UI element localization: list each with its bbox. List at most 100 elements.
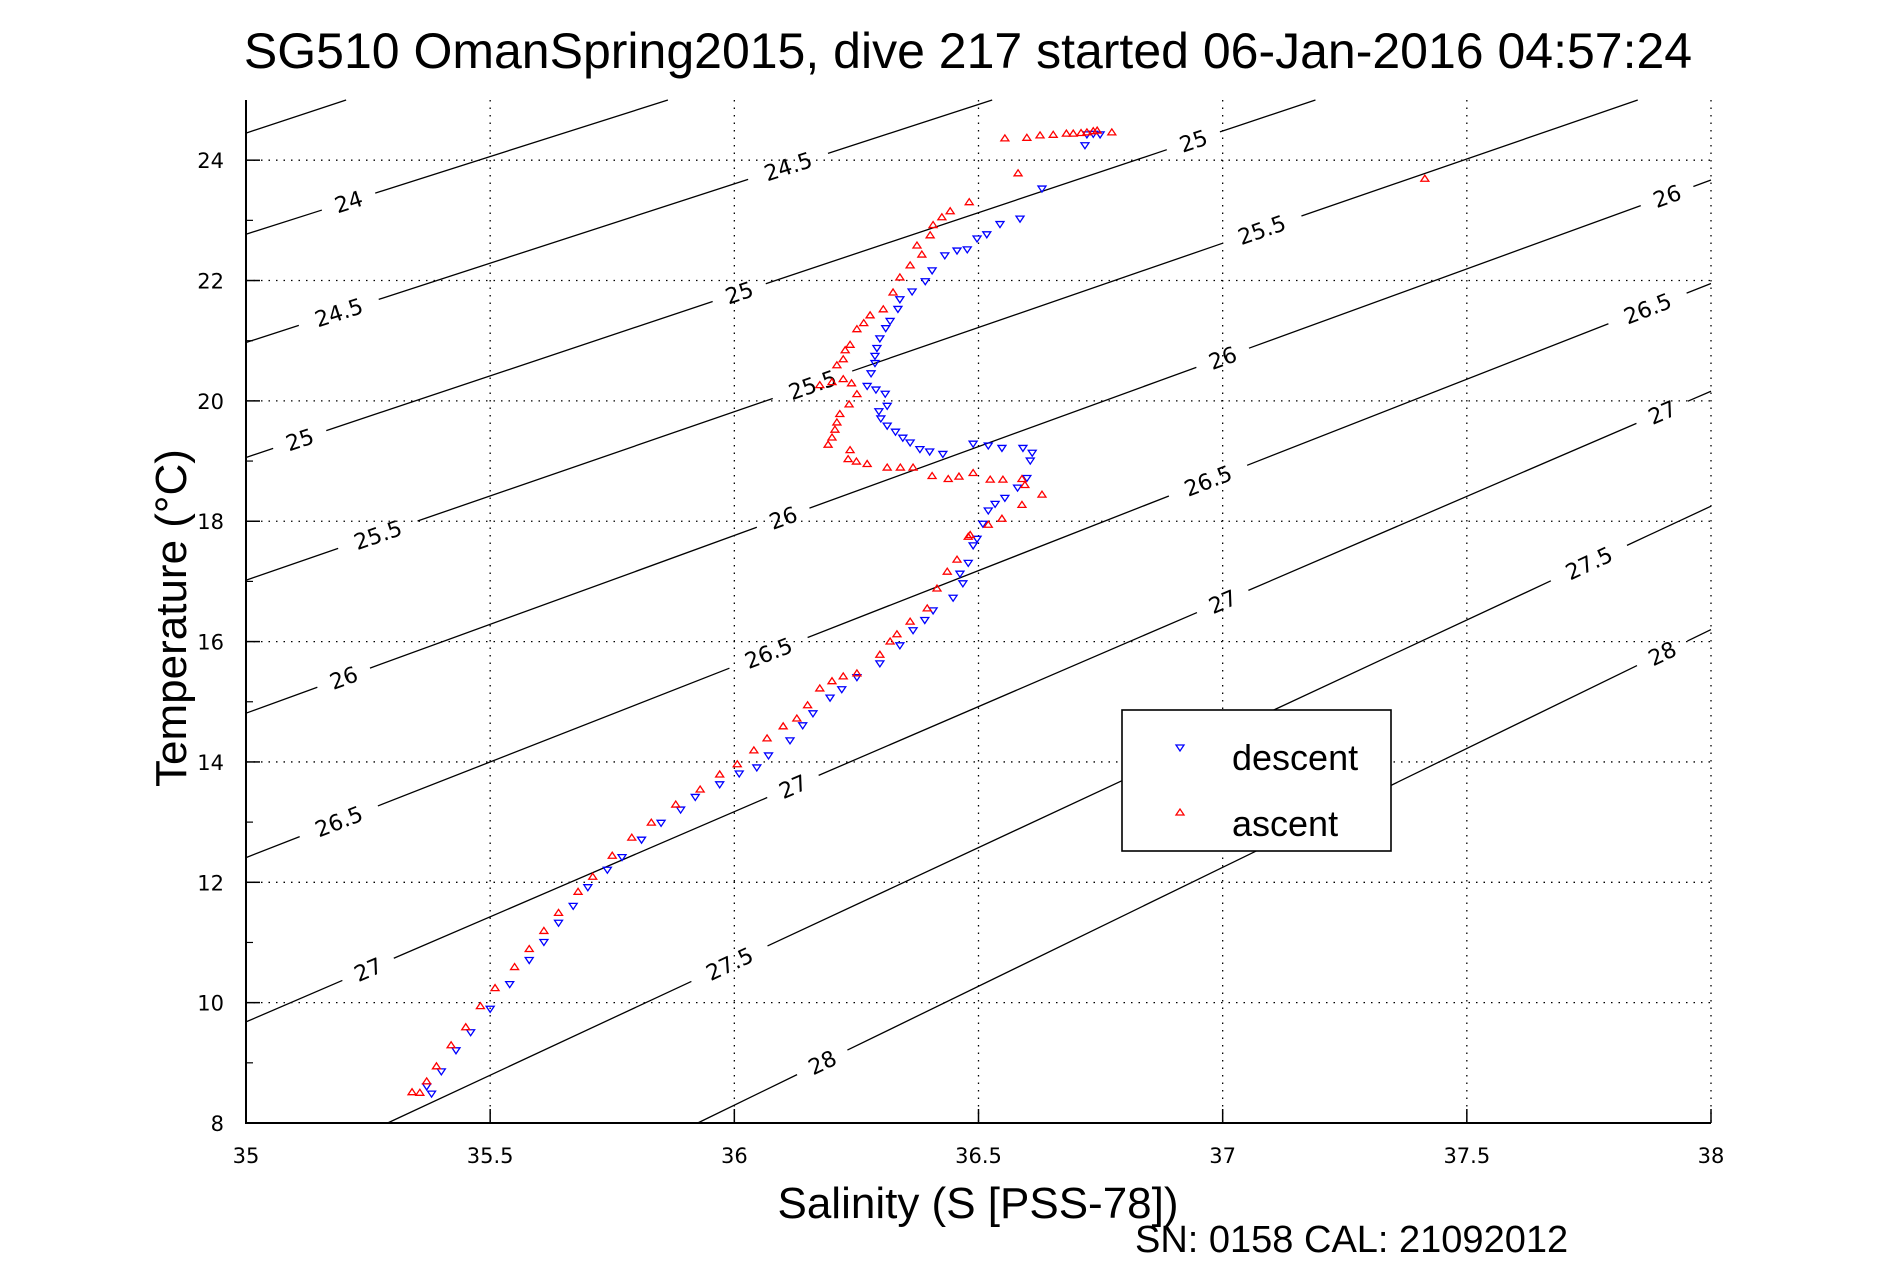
ascent-point — [826, 377, 838, 386]
descent-point — [784, 737, 796, 746]
ascent-point — [509, 962, 520, 971]
descent-point — [880, 390, 891, 399]
descent-point — [797, 722, 808, 731]
descent-point — [450, 1047, 462, 1055]
descent-point — [963, 559, 974, 568]
ascent-point — [911, 240, 923, 249]
legend-ascent-marker-icon — [1174, 807, 1186, 816]
y-tick-label: 22 — [197, 270, 224, 294]
descent-point — [1027, 449, 1038, 458]
descent-point — [920, 278, 931, 286]
descent-point — [897, 434, 909, 443]
ascent-point — [881, 462, 893, 471]
descent-point — [967, 542, 979, 551]
isopycnal-line — [1626, 505, 1712, 546]
ascent-point — [748, 745, 760, 754]
ascent-point — [538, 926, 550, 935]
isopycnal-line — [326, 300, 713, 432]
ascent-point — [964, 197, 975, 206]
isopycnal-line — [387, 980, 692, 1124]
ascent-point — [926, 471, 938, 480]
ascent-point — [887, 287, 899, 296]
isopycnal-line — [417, 397, 773, 522]
ascent-point — [826, 432, 838, 441]
ascent-point — [553, 908, 564, 917]
descent-point — [906, 288, 918, 297]
ascent-point — [732, 759, 743, 768]
ascent-point — [944, 206, 956, 215]
ascent-point — [922, 603, 933, 612]
ascent-point — [895, 462, 906, 471]
ascent-point — [851, 668, 863, 677]
ascent-point — [916, 249, 928, 258]
descent-point — [734, 770, 745, 779]
y-tick-labels: 8 10 12 14 16 18 20 22 24 — [197, 149, 224, 1136]
descent-point — [1025, 457, 1036, 466]
ascent-point — [838, 354, 849, 363]
ascent-point — [997, 474, 1009, 483]
descent-point — [914, 445, 926, 454]
ascent-point — [943, 474, 954, 483]
x-axis-label: Salinity (S [PSS-78]) — [777, 1179, 1178, 1228]
ascent-point — [942, 567, 953, 575]
isopycnal-line — [809, 366, 1197, 509]
ascent-point — [714, 769, 725, 778]
ascent-point — [826, 676, 838, 685]
descent-point — [1017, 444, 1029, 453]
descent-point — [690, 793, 701, 802]
ascent-point — [839, 345, 851, 354]
descent-point — [524, 956, 535, 965]
descent-point — [996, 444, 1008, 453]
ascent-point — [814, 683, 826, 692]
descent-point — [939, 252, 951, 261]
isopycnal-line — [1687, 390, 1712, 402]
ascent-point — [891, 629, 903, 638]
isopycnal-line — [377, 667, 730, 807]
isopycnal-line — [1219, 99, 1316, 133]
legend-descent-label: descent — [1232, 737, 1358, 778]
descent-point — [763, 752, 774, 761]
ascent-point — [1034, 130, 1046, 139]
y-tick-label: 10 — [197, 992, 224, 1016]
grid-lines — [246, 100, 1712, 1123]
ascent-point — [414, 1088, 426, 1096]
descent-point — [869, 359, 881, 368]
ascent-point — [878, 304, 889, 313]
descent-point — [861, 382, 873, 391]
isopycnal-line — [851, 242, 1223, 372]
descent-point — [957, 580, 969, 588]
descent-point — [880, 325, 891, 333]
isopycnal-line — [847, 665, 1638, 1051]
ascent-point — [1016, 500, 1028, 509]
descent-point — [553, 919, 564, 928]
ascent-point — [834, 409, 846, 418]
ascent-point — [861, 459, 873, 468]
ascent-point — [489, 983, 501, 992]
chart-title: SG510 OmanSpring2015, dive 217 started 0… — [244, 23, 1692, 79]
isopycnal-line — [1693, 179, 1712, 188]
ascent-point — [694, 784, 706, 793]
y-tick-label: 14 — [197, 751, 224, 775]
descent-point — [999, 494, 1011, 503]
descent-point — [967, 440, 979, 449]
descent-point — [865, 370, 877, 378]
isopycnal-contours — [245, 99, 1712, 1124]
ascent-point — [1012, 168, 1024, 177]
ascent-point — [1021, 133, 1033, 141]
legend-descent-marker-icon — [1174, 744, 1186, 753]
descent-point — [751, 764, 763, 773]
isopycnal-line — [1248, 422, 1637, 591]
isopycnal-line — [245, 324, 300, 344]
descent-point — [919, 616, 930, 625]
descent-point — [873, 408, 885, 416]
isopycnal-line — [827, 99, 993, 154]
descent-point — [1014, 215, 1026, 224]
descent-point — [824, 694, 836, 703]
isopycnal-line — [245, 99, 347, 134]
isopycnal-line — [245, 447, 274, 459]
ascent-point — [964, 530, 976, 539]
x-tick-label: 35 — [233, 1144, 260, 1168]
descent-point — [1021, 474, 1033, 483]
descent-point — [1036, 185, 1048, 194]
